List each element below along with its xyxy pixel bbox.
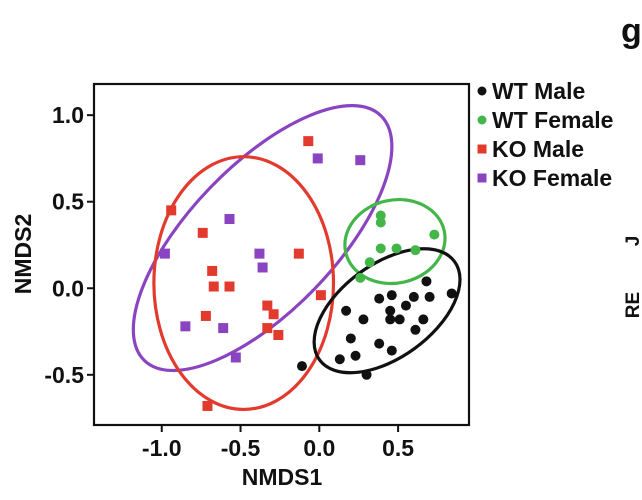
point-ko-female-5	[257, 262, 268, 273]
point-wt-male-20	[361, 369, 372, 380]
ellipse-wt-female	[343, 197, 447, 286]
x-axis-title: NMDS1	[242, 464, 323, 490]
point-ko-male-1	[166, 205, 177, 216]
point-wt-male-2	[386, 290, 397, 301]
y-tick-label-1: 0.5	[52, 189, 84, 215]
point-ko-female-3	[159, 248, 170, 259]
y-tick-label-0: 1.0	[52, 102, 84, 128]
point-ko-female-6	[180, 321, 191, 332]
legend-marker-wt-female	[477, 115, 487, 125]
x-tick-label-3: 0.5	[382, 435, 414, 461]
point-wt-male-11	[394, 314, 405, 325]
point-ko-male-12	[273, 329, 284, 340]
point-wt-male-7	[341, 305, 352, 316]
point-ko-male-7	[315, 290, 326, 301]
point-ko-male-10	[200, 310, 211, 321]
point-wt-female-3	[375, 243, 386, 254]
point-wt-male-1	[446, 288, 457, 299]
point-wt-female-2	[429, 229, 440, 240]
point-wt-male-4	[424, 291, 435, 302]
point-wt-male-15	[374, 338, 385, 349]
point-wt-male-0	[421, 276, 432, 287]
point-ko-male-13	[202, 400, 213, 411]
point-wt-male-14	[345, 333, 356, 344]
legend-marker-ko-male	[477, 144, 487, 154]
point-wt-male-8	[385, 305, 396, 316]
data-points	[159, 136, 457, 411]
legend-label-ko-female: KO Female	[492, 165, 612, 191]
legend-marker-ko-female	[477, 173, 487, 183]
x-tick-label-2: 0.0	[303, 435, 335, 461]
point-wt-male-13	[410, 324, 421, 335]
point-wt-female-0	[375, 210, 386, 221]
point-wt-male-18	[334, 354, 345, 365]
point-wt-female-6	[364, 257, 375, 268]
point-wt-male-12	[418, 314, 429, 325]
point-wt-male-3	[408, 291, 419, 302]
axes: -1.0 -0.5 0.0 0.5 1.0 0.5 0.0 -0.5	[44, 102, 414, 461]
panel-letter: g	[621, 12, 642, 50]
point-ko-male-0	[303, 136, 314, 147]
point-wt-male-5	[374, 293, 385, 304]
point-ko-male-4	[207, 265, 218, 276]
point-ko-female-8	[230, 352, 241, 363]
y-axis-title: NMDS2	[10, 214, 36, 295]
x-tick-label-0: -1.0	[142, 435, 182, 461]
point-wt-male-10	[385, 314, 396, 325]
point-wt-female-7	[355, 272, 366, 283]
point-wt-male-17	[350, 350, 361, 361]
legend-label-wt-female: WT Female	[492, 107, 613, 133]
point-ko-male-5	[208, 281, 219, 292]
ellipse-ko-male	[152, 155, 336, 412]
point-wt-female-1	[375, 217, 386, 228]
legend: WT Male WT Female KO Male KO Female	[477, 78, 613, 191]
point-wt-male-16	[386, 345, 397, 356]
point-wt-female-4	[391, 243, 402, 254]
point-wt-male-9	[358, 314, 369, 325]
confidence-ellipses	[131, 104, 462, 412]
x-tick-label-1: -0.5	[221, 435, 261, 461]
point-wt-male-6	[400, 300, 411, 311]
point-ko-male-6	[224, 281, 235, 292]
point-ko-male-11	[262, 323, 273, 334]
y-tick-label-2: 0.0	[52, 275, 84, 301]
point-wt-male-19	[296, 361, 307, 372]
point-ko-female-1	[355, 155, 366, 166]
legend-marker-wt-male	[477, 86, 487, 96]
legend-label-wt-male: WT Male	[492, 78, 585, 104]
y-tick-label-3: -0.5	[44, 362, 84, 388]
point-ko-female-7	[218, 323, 229, 334]
point-ko-female-4	[254, 248, 265, 259]
point-ko-male-8	[262, 300, 273, 311]
plot-frame	[92, 82, 471, 427]
cut-off-label-2: RE	[623, 292, 642, 318]
point-ko-female-2	[224, 214, 235, 225]
ellipse-ko-female	[131, 104, 394, 373]
point-ko-male-2	[197, 227, 208, 238]
point-ko-female-0	[312, 153, 323, 164]
point-wt-female-5	[410, 245, 421, 256]
point-ko-male-3	[293, 248, 304, 259]
legend-label-ko-male: KO Male	[492, 136, 584, 162]
cut-off-label-1: J	[623, 236, 642, 247]
point-ko-male-9	[268, 309, 279, 320]
